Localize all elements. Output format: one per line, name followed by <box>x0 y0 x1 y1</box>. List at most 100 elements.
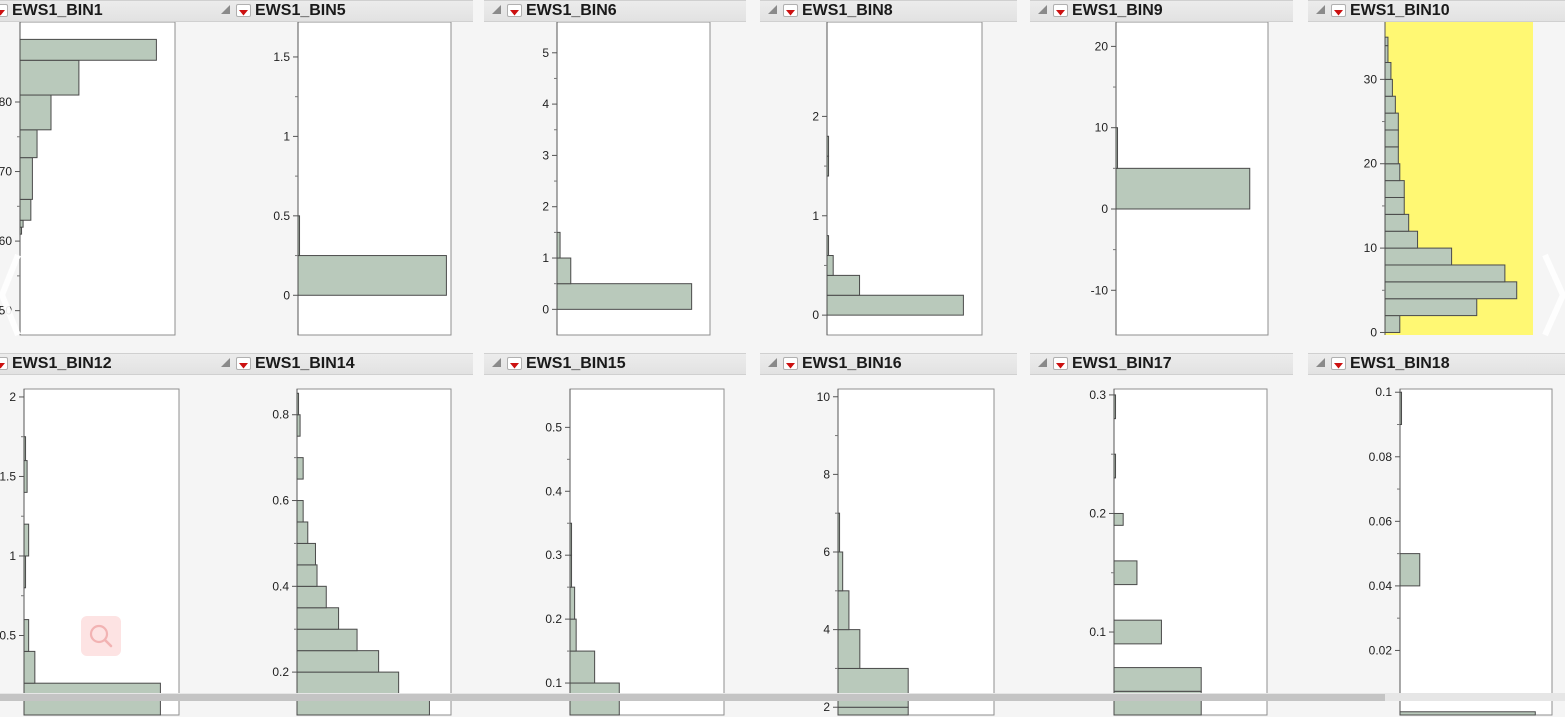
histogram-bar <box>569 522 573 556</box>
histogram-bar <box>826 155 830 177</box>
histogram-bar <box>19 157 33 200</box>
red-dropdown-menu-icon[interactable] <box>236 4 251 17</box>
panel-header[interactable]: EWS1_BIN6 <box>484 0 746 22</box>
y-tick-label: 0 <box>812 308 819 322</box>
chart-panel: EWS1_BIN18 0.02 0.04 0.06 0.08 0.1 <box>1308 353 1565 716</box>
red-dropdown-menu-icon[interactable] <box>0 4 8 17</box>
y-tick-label: 0 <box>283 288 290 302</box>
histogram-bar <box>1384 264 1506 283</box>
histogram-plot: 0 1 2 3 4 5 <box>542 22 711 336</box>
histogram-bar <box>297 255 447 296</box>
disclosure-triangle-icon[interactable] <box>1315 357 1326 368</box>
chart-title: EWS1_BIN14 <box>255 355 355 372</box>
histogram-plot: 0 0.5 1 1.5 <box>273 22 452 336</box>
disclosure-triangle-icon[interactable] <box>220 357 231 368</box>
red-dropdown-menu-icon[interactable] <box>0 357 8 370</box>
red-dropdown-menu-icon[interactable] <box>1053 357 1068 370</box>
histogram-bar <box>296 628 358 652</box>
histogram-plot: 0.2 0.4 0.6 0.8 <box>272 388 452 716</box>
y-tick-label: 1 <box>542 251 549 265</box>
histogram-bar <box>837 551 844 592</box>
red-dropdown-menu-icon[interactable] <box>783 357 798 370</box>
panel-header[interactable]: EWS1_BIN17 <box>1030 353 1293 375</box>
y-tick-label: 10 <box>1095 121 1109 135</box>
panel-header[interactable]: EWS1_BIN8 <box>760 0 1017 22</box>
histogram-bar <box>19 59 80 96</box>
histogram-bar <box>1399 711 1536 716</box>
y-tick-label: 0.5 <box>273 209 290 223</box>
plot-frame <box>23 388 180 716</box>
chart-title: EWS1_BIN8 <box>802 2 893 19</box>
next-page-button[interactable] <box>1539 250 1565 340</box>
histogram-plot: -10 0 10 20 <box>1091 22 1269 336</box>
histogram-bar <box>1384 36 1389 47</box>
panel-header[interactable]: EWS1_BIN14 <box>213 353 473 375</box>
panel-header[interactable]: EWS1_BIN16 <box>760 353 1017 375</box>
histogram-bar <box>826 255 834 276</box>
scrollbar-thumb[interactable] <box>0 694 1385 701</box>
disclosure-triangle-icon[interactable] <box>767 357 778 368</box>
panel-header[interactable]: EWS1_BIN5 <box>213 0 473 22</box>
histogram-bar <box>23 555 27 589</box>
histogram-bar <box>296 564 318 587</box>
y-tick-label: 4 <box>823 623 830 637</box>
search-icon <box>89 624 113 648</box>
histogram-bar <box>296 671 400 695</box>
red-dropdown-menu-icon[interactable] <box>507 4 522 17</box>
chart-title: EWS1_BIN17 <box>1072 355 1172 372</box>
y-tick-label: 2 <box>542 200 549 214</box>
y-tick-label: 1.5 <box>273 50 290 64</box>
panel-header[interactable]: EWS1_BIN12 <box>0 353 213 375</box>
disclosure-triangle-icon[interactable] <box>220 4 231 15</box>
histogram-plot: 2 4 6 8 10 <box>817 388 995 716</box>
red-dropdown-menu-icon[interactable] <box>507 357 522 370</box>
red-dropdown-menu-icon[interactable] <box>1053 4 1068 17</box>
y-tick-label: 0.1 <box>1375 385 1392 399</box>
y-tick-label: 0.08 <box>1369 450 1393 464</box>
y-tick-label: 0 <box>1370 325 1377 337</box>
chart-panel: EWS1_BIN1 50 60 70 80 <box>0 0 213 336</box>
histogram-bar <box>23 523 30 557</box>
chart-panel: EWS1_BIN8 0 1 2 <box>760 0 1017 336</box>
histogram-bar <box>19 38 157 61</box>
chart-panel: EWS1_BIN5 0 0.5 1 1.5 <box>213 0 473 336</box>
search-overlay-button[interactable] <box>81 616 121 656</box>
histogram-bar <box>1384 196 1405 215</box>
y-tick-label: 8 <box>823 467 830 481</box>
y-tick-label: 70 <box>0 165 12 179</box>
histogram-bar <box>826 135 830 157</box>
disclosure-triangle-icon[interactable] <box>491 357 502 368</box>
disclosure-triangle-icon[interactable] <box>1037 4 1048 15</box>
disclosure-triangle-icon[interactable] <box>767 4 778 15</box>
plot-frame <box>837 388 995 716</box>
histogram-bar <box>837 667 909 708</box>
red-dropdown-menu-icon[interactable] <box>1331 4 1346 17</box>
chevron-left-icon <box>0 253 21 337</box>
y-tick-label: 10 <box>817 390 831 404</box>
disclosure-triangle-icon[interactable] <box>1315 4 1326 15</box>
red-dropdown-menu-icon[interactable] <box>1331 357 1346 370</box>
histogram-bar <box>296 392 300 416</box>
y-tick-label: 60 <box>0 234 12 248</box>
panel-header[interactable]: EWS1_BIN18 <box>1308 353 1565 375</box>
chart-panel: EWS1_BIN14 0.2 0.4 0.6 0.8 <box>213 353 473 716</box>
histogram-bar <box>23 436 27 462</box>
panel-header[interactable]: EWS1_BIN15 <box>484 353 746 375</box>
histogram-bar <box>556 231 561 259</box>
histogram-plot: 0 1 2 <box>812 22 983 336</box>
histogram-bar <box>1113 453 1117 479</box>
disclosure-triangle-icon[interactable] <box>491 4 502 15</box>
y-tick-label: 10 <box>1364 241 1378 255</box>
prev-page-button[interactable] <box>0 250 26 340</box>
red-dropdown-menu-icon[interactable] <box>783 4 798 17</box>
histogram-bar <box>23 650 36 684</box>
y-tick-label: 0.04 <box>1369 579 1393 593</box>
disclosure-triangle-icon[interactable] <box>1037 357 1048 368</box>
histogram-bar <box>837 512 841 553</box>
histogram-bar <box>1384 78 1393 97</box>
histogram-bar <box>19 226 23 235</box>
panel-header[interactable]: EWS1_BIN1 <box>0 0 213 22</box>
panel-header[interactable]: EWS1_BIN10 <box>1308 0 1565 22</box>
red-dropdown-menu-icon[interactable] <box>236 357 251 370</box>
panel-header[interactable]: EWS1_BIN9 <box>1030 0 1293 22</box>
